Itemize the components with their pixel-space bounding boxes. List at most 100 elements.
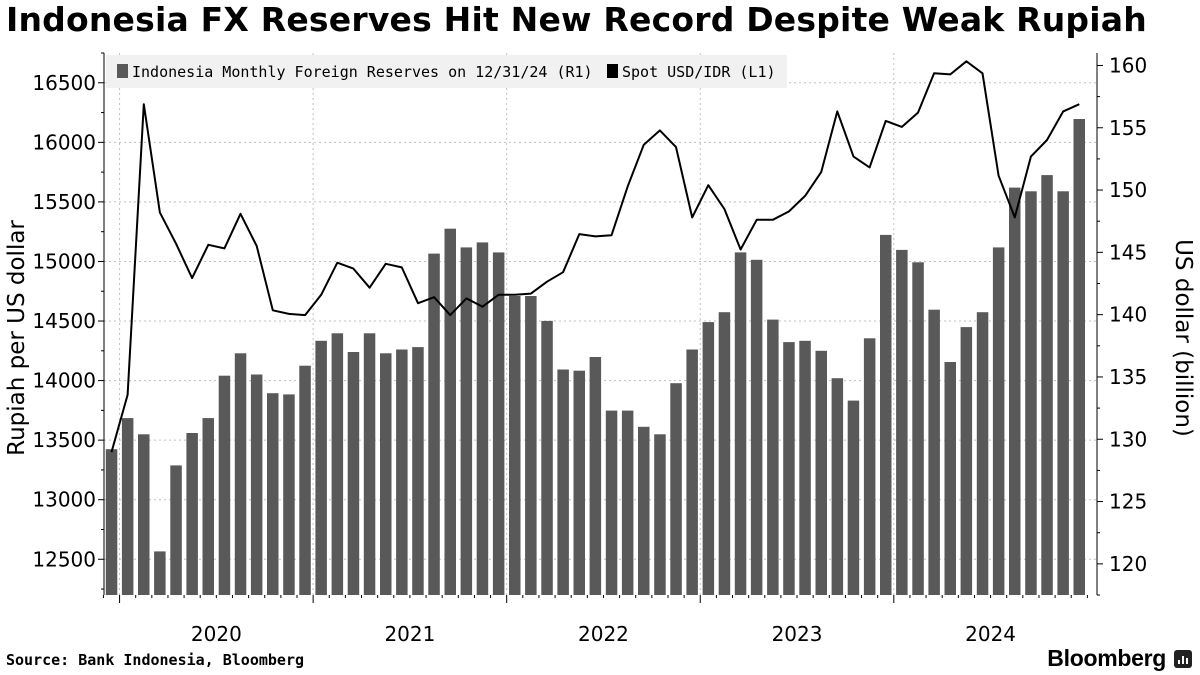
legend-label-usd-idr: Spot USD/IDR (L1)	[622, 63, 776, 81]
chart-title: Indonesia FX Reserves Hit New Record Des…	[6, 0, 1147, 39]
reserves-bar	[1073, 119, 1085, 595]
reserves-bar	[1025, 191, 1037, 596]
right-axis-tick-label: 160	[1109, 53, 1147, 77]
reserves-bar	[121, 418, 134, 595]
reserves-bar	[105, 449, 118, 595]
usd-idr-line-layer	[110, 60, 1080, 453]
left-axis-tick-label: 15500	[32, 190, 96, 214]
reserves-bar	[831, 378, 844, 595]
right-axis-tick-label: 135	[1109, 365, 1147, 389]
reserves-bar	[331, 333, 344, 595]
right-axis-tick-label: 125	[1109, 490, 1147, 514]
reserves-bar	[557, 369, 569, 595]
right-axis-label: US dollar (billion)	[1170, 239, 1196, 437]
reserves-bar	[976, 312, 989, 595]
reserves-bar	[1009, 187, 1021, 595]
reserves-bar	[1057, 191, 1069, 596]
reserves-bar	[670, 383, 682, 595]
reserves-bars	[105, 119, 1085, 596]
reserves-bar	[186, 433, 198, 595]
reserves-bar	[799, 340, 811, 595]
legend-swatch-reserves	[117, 64, 128, 78]
reserves-bar	[363, 333, 376, 595]
legend-background	[106, 55, 787, 88]
reserves-bar	[767, 319, 779, 595]
reserves-bar	[202, 418, 214, 595]
legend-swatch-usd-idr	[607, 64, 618, 78]
reserves-bar	[847, 400, 860, 595]
reserves-bar	[476, 242, 489, 595]
reserves-bar	[718, 312, 731, 595]
reserves-bar	[299, 365, 311, 595]
right-axis-tick-label: 120	[1109, 552, 1147, 576]
axes: 12500 13000 13500 14000 14500 15000 15500 16000…	[4, 52, 1196, 646]
reserves-bar	[589, 357, 602, 595]
reserves-bar	[734, 252, 747, 595]
reserves-bar	[541, 320, 553, 595]
reserves-bar	[380, 353, 392, 595]
reserves-bar	[428, 253, 440, 595]
left-axis-tick-label: 14500	[32, 309, 96, 333]
right-axis-tick-label: 145	[1109, 240, 1147, 264]
reserves-bar	[638, 426, 650, 595]
reserves-bar	[621, 410, 634, 595]
reserves-bar	[880, 234, 892, 595]
bloomberg-logo: Bloomberg	[1047, 645, 1166, 671]
reserves-bar	[686, 349, 698, 595]
right-axis-tick-label: 130	[1109, 427, 1147, 451]
reserves-bar	[605, 410, 618, 595]
right-axis-tick-label: 155	[1109, 116, 1147, 140]
reserves-bar	[218, 375, 231, 595]
reserves-bar	[170, 465, 182, 595]
left-axis-tick-label: 13000	[32, 488, 96, 512]
reserves-bar	[992, 247, 1005, 595]
reserves-bar	[234, 353, 247, 595]
reserves-bar	[283, 394, 295, 595]
reserves-bar	[525, 296, 537, 595]
reserves-bar	[960, 327, 973, 595]
reserves-bar	[783, 342, 795, 595]
reserves-bar	[896, 249, 908, 595]
left-axis-tick-label: 14000	[32, 369, 96, 393]
reserves-bar	[492, 252, 505, 595]
terminal-icon	[1174, 650, 1192, 668]
reserves-bar	[750, 259, 763, 595]
reserves-bar	[573, 370, 585, 595]
right-axis-tick-label: 140	[1109, 303, 1147, 327]
left-axis-tick-label: 13500	[32, 428, 96, 452]
left-axis-tick-label: 15000	[32, 249, 96, 273]
reserves-bar	[509, 296, 521, 595]
x-axis-tick-label: 2023	[772, 622, 823, 646]
x-axis-tick-label: 2021	[384, 622, 435, 646]
reserves-bar	[944, 362, 956, 595]
reserves-bar	[863, 338, 876, 595]
legend-label-reserves: Indonesia Monthly Foreign Reserves on 12…	[132, 63, 593, 81]
x-axis-tick-label: 2020	[191, 622, 242, 646]
reserves-bar	[267, 393, 279, 595]
reserves-bar	[154, 551, 166, 595]
reserves-bar	[1041, 175, 1053, 595]
right-axis-tick-label: 150	[1109, 178, 1147, 202]
reserves-bar	[347, 352, 360, 595]
x-axis-tick-label: 2022	[578, 622, 629, 646]
reserves-bar	[460, 247, 473, 595]
reserves-bar	[815, 350, 827, 595]
reserves-bar	[444, 228, 456, 595]
reserves-bar	[315, 340, 327, 595]
usd-idr-line	[110, 60, 1080, 453]
reserves-bar	[702, 322, 715, 595]
left-axis-tick-label: 12500	[32, 547, 96, 571]
left-axis-tick-label: 16500	[32, 71, 96, 95]
left-axis-label: Rupiah per US dollar	[4, 220, 30, 456]
x-axis-tick-label: 2024	[965, 622, 1016, 646]
left-axis-tick-label: 16000	[32, 130, 96, 154]
reserves-bar	[912, 262, 924, 595]
source-note: Source: Bank Indonesia, Bloomberg	[6, 651, 305, 669]
reserves-bar	[396, 349, 408, 595]
legend: Indonesia Monthly Foreign Reserves on 12…	[106, 55, 787, 88]
reserves-bar	[928, 309, 940, 595]
reserves-bar	[412, 347, 424, 595]
reserves-bar	[654, 434, 666, 595]
reserves-bar	[138, 434, 150, 595]
